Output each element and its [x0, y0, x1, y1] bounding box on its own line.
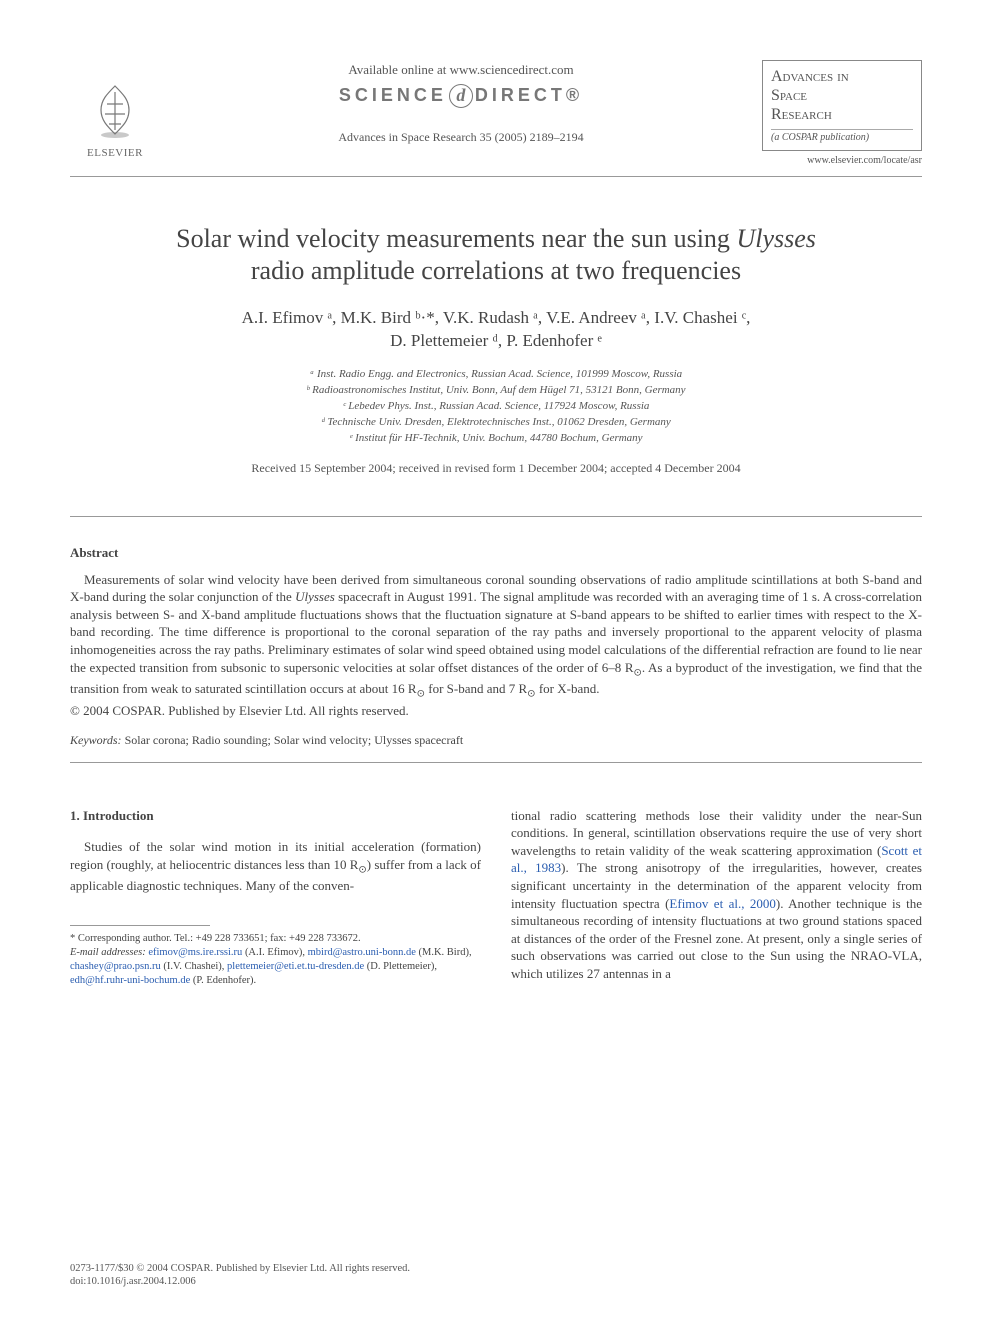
abstract-sub2: ⊙ [417, 688, 425, 699]
abstract-italic1: Ulysses [295, 589, 335, 604]
affiliation-a: ᵃ Inst. Radio Engg. and Electronics, Rus… [70, 367, 922, 383]
journal-title-box: Advances in Space Research (a COSPAR pub… [762, 60, 922, 151]
page-footer: 0273-1177/$30 © 2004 COSPAR. Published b… [70, 1262, 410, 1289]
email-1-name: (A.I. Efimov), [242, 947, 307, 958]
email-2-name: (M.K. Bird), [416, 947, 472, 958]
affiliations-block: ᵃ Inst. Radio Engg. and Electronics, Rus… [70, 367, 922, 447]
available-online-text: Available online at www.sciencedirect.co… [160, 62, 762, 78]
title-line2: radio amplitude correlations at two freq… [251, 256, 741, 285]
sd-logo-symbol-icon: d [449, 84, 473, 108]
p1-sub: ⊙ [358, 864, 366, 875]
affiliation-e: ᵉ Institut für HF-Technik, Univ. Bochum,… [70, 431, 922, 447]
article-title: Solar wind velocity measurements near th… [70, 223, 922, 288]
body-columns: 1. Introduction Studies of the solar win… [70, 807, 922, 988]
journal-reference: Advances in Space Research 35 (2005) 218… [160, 130, 762, 145]
authors-line2: D. Plettemeier ᵈ, P. Edenhofer ᵉ [70, 329, 922, 353]
section-1-heading: 1. Introduction [70, 807, 481, 825]
abstract-copyright: © 2004 COSPAR. Published by Elsevier Ltd… [70, 703, 922, 719]
email-5-name: (P. Edenhofer). [190, 975, 256, 986]
footnote-block: * Corresponding author. Tel.: +49 228 73… [70, 932, 481, 989]
abstract-body: Measurements of solar wind velocity have… [70, 571, 922, 701]
elsevier-tree-icon [85, 80, 145, 145]
abstract-part4: for S-band and 7 R [425, 681, 527, 696]
affiliation-d: ᵈ Technische Univ. Dresden, Elektrotechn… [70, 415, 922, 431]
col2-a: tional radio scattering methods lose the… [511, 808, 922, 858]
sd-logo-right: DIRECT® [475, 85, 583, 105]
footer-doi: doi:10.1016/j.asr.2004.12.006 [70, 1275, 410, 1289]
journal-subtitle: (a COSPAR publication) [771, 129, 913, 144]
footer-copyright: 0273-1177/$30 © 2004 COSPAR. Published b… [70, 1262, 410, 1276]
divider-1 [70, 516, 922, 517]
email-4[interactable]: plettemeier@eti.et.tu-dresden.de [227, 961, 364, 972]
publisher-block: ELSEVIER [70, 60, 160, 159]
publisher-name: ELSEVIER [70, 147, 160, 159]
authors-line1: A.I. Efimov ᵃ, M.K. Bird ᵇ·*, V.K. Rudas… [70, 306, 922, 330]
journal-title-line1: Advances in [771, 67, 913, 86]
sd-logo-left: SCIENCE [339, 85, 447, 105]
page: ELSEVIER Available online at www.science… [0, 0, 992, 1323]
affiliation-b: ᵇ Radioastronomisches Institut, Univ. Bo… [70, 383, 922, 399]
keywords-line: Keywords: Solar corona; Radio sounding; … [70, 733, 922, 748]
divider-2 [70, 762, 922, 763]
email-addresses: E-mail addresses: efimov@ms.ire.rssi.ru … [70, 946, 481, 989]
abstract-sub3: ⊙ [527, 688, 535, 699]
journal-title-line3: Research [771, 105, 913, 124]
email-3-name: (I.V. Chashei), [161, 961, 227, 972]
footnote-rule [70, 925, 210, 926]
authors-block: A.I. Efimov ᵃ, M.K. Bird ᵇ·*, V.K. Rudas… [70, 306, 922, 354]
corresponding-author: * Corresponding author. Tel.: +49 228 73… [70, 932, 481, 946]
header-center: Available online at www.sciencedirect.co… [160, 60, 762, 145]
col2-para: tional radio scattering methods lose the… [511, 807, 922, 982]
page-header: ELSEVIER Available online at www.science… [70, 60, 922, 177]
journal-title-line2: Space [771, 86, 913, 105]
section-1-para: Studies of the solar wind motion in its … [70, 838, 481, 894]
header-right: Advances in Space Research (a COSPAR pub… [762, 60, 922, 166]
keywords-label: Keywords: [70, 733, 122, 747]
abstract-part5: for X-band. [536, 681, 600, 696]
locate-url: www.elsevier.com/locate/asr [762, 155, 922, 166]
email-4-name: (D. Plettemeier), [364, 961, 437, 972]
abstract-sub1: ⊙ [634, 667, 642, 678]
email-2[interactable]: mbird@astro.uni-bonn.de [308, 947, 416, 958]
title-italic: Ulysses [736, 224, 815, 253]
sciencedirect-logo: SCIENCEdDIRECT® [160, 84, 762, 108]
column-right: tional radio scattering methods lose the… [511, 807, 922, 988]
keywords-text: Solar corona; Radio sounding; Solar wind… [122, 733, 464, 747]
email-5[interactable]: edh@hf.ruhr-uni-bochum.de [70, 975, 190, 986]
affiliation-c: ᶜ Lebedev Phys. Inst., Russian Acad. Sci… [70, 399, 922, 415]
email-3[interactable]: chashey@prao.psn.ru [70, 961, 161, 972]
article-dates: Received 15 September 2004; received in … [70, 461, 922, 476]
ref-efimov-2000[interactable]: Efimov et al., 2000 [669, 896, 775, 911]
email-label: E-mail addresses: [70, 947, 146, 958]
column-left: 1. Introduction Studies of the solar win… [70, 807, 481, 988]
title-pre: Solar wind velocity measurements near th… [176, 224, 736, 253]
email-1[interactable]: efimov@ms.ire.rssi.ru [148, 947, 242, 958]
abstract-heading: Abstract [70, 545, 922, 561]
